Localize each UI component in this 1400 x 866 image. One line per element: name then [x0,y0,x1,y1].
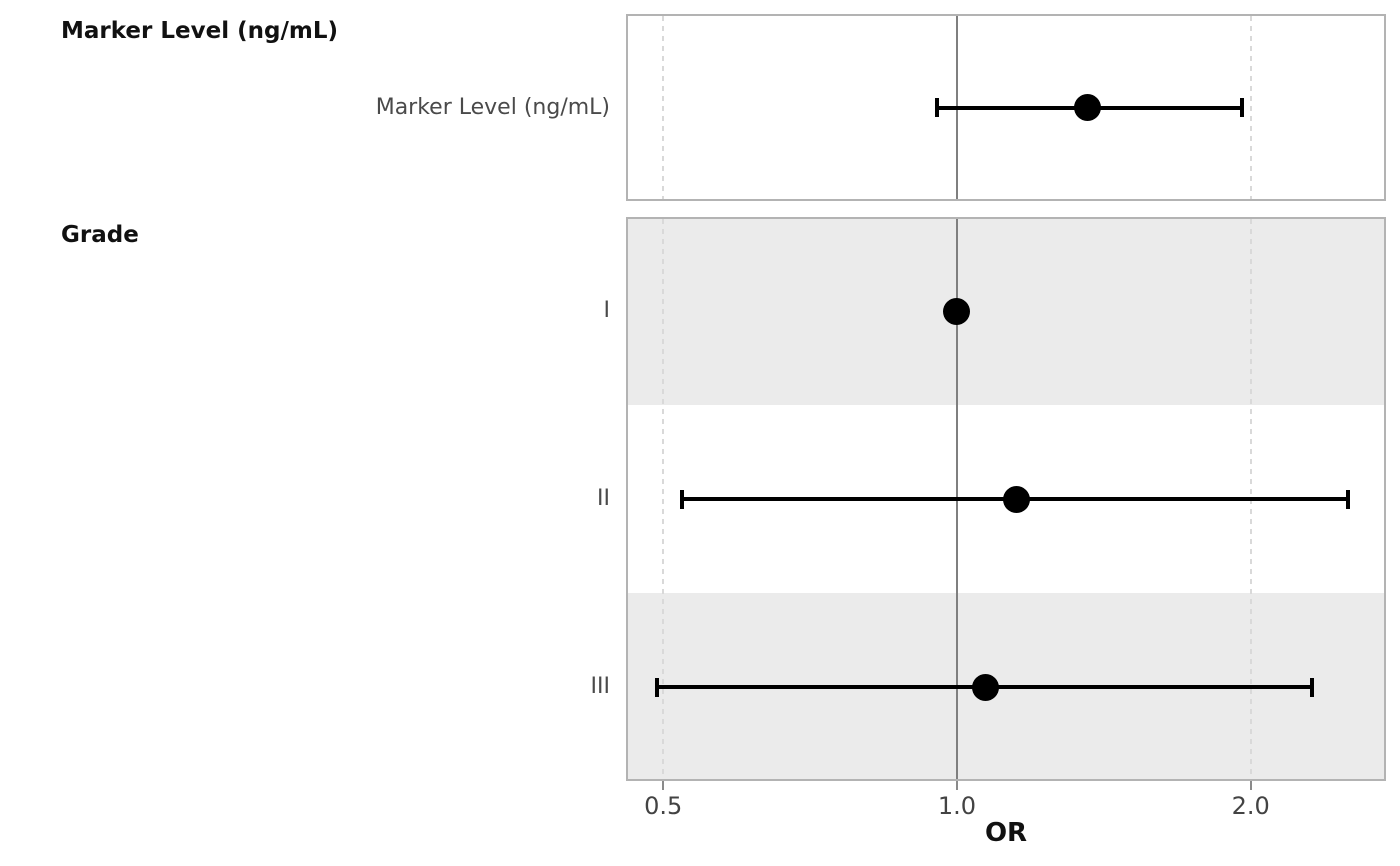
ci-cap-right [1309,677,1314,697]
section-header-grade: Grade [61,222,139,248]
ci-cap-right [1346,489,1351,509]
point-estimate-reference [943,297,971,325]
row-label: I [603,298,611,323]
ci-cap-left [935,98,940,117]
row-stripe [628,219,1384,405]
grade-panel [626,217,1386,781]
ci-cap-left [679,489,684,509]
marker-level-panel [626,14,1386,201]
axis-tick-label: 2.0 [1231,792,1270,820]
ci-cap-left [654,677,659,697]
gridline-dashed [662,219,665,779]
axis-tick [1249,781,1252,790]
row-label: Marker Level (ng/mL) [375,94,610,120]
point-estimate [1002,485,1030,513]
row-label: III [590,674,610,699]
ci-cap-right [1240,98,1245,117]
section-header-marker-level: Marker Level (ng/mL) [61,18,338,44]
x-axis-label: OR [984,818,1028,848]
axis-tick [955,781,958,790]
gridline-dashed [1249,16,1252,199]
axis-tick-label: 1.0 [937,792,977,820]
gridline-dashed [662,16,665,199]
point-estimate [972,673,1000,701]
axis-tick-label: 0.5 [644,792,683,820]
axis-tick [662,781,665,790]
point-estimate [1073,94,1101,121]
row-label: II [597,486,610,511]
